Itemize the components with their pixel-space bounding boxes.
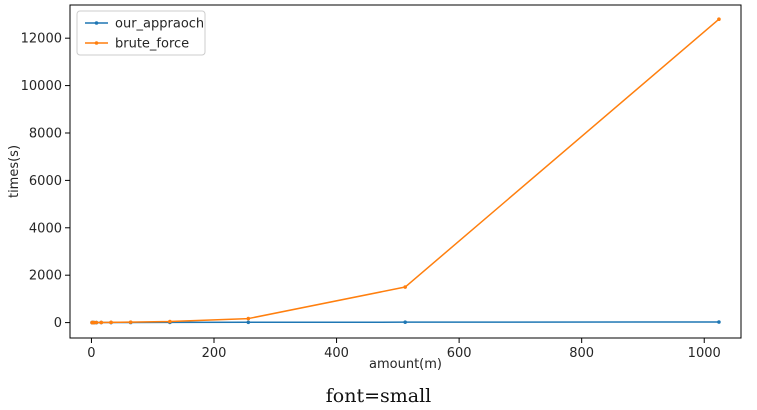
y-tick-label: 4000 [29, 221, 62, 236]
x-tick-label: 0 [87, 346, 95, 361]
legend-marker-our-appraoch [94, 21, 99, 25]
x-tick-label: 400 [324, 346, 349, 361]
data-point-brute-force [403, 285, 407, 289]
line-chart: 0 200 400 600 800 100002000400060008000100001… [7, 4, 742, 370]
data-point-brute-force [717, 17, 721, 22]
legend-box [76, 10, 206, 56]
legend: our_appraoch brute_force [76, 10, 206, 56]
x-tick-label: 200 [202, 346, 227, 361]
x-axis-label: amount(m) [369, 357, 442, 370]
data-point-brute-force [246, 316, 251, 321]
y-tick-label: 10000 [21, 79, 62, 94]
legend-label-our-appraoch: our_appraoch [115, 17, 204, 32]
x-tick-label: 600 [447, 346, 472, 361]
y-tick-label: 6000 [29, 174, 62, 189]
axis-layer: 0 200 400 600 800 100002000400060008000100001… [21, 32, 721, 361]
data-point-brute-force [128, 320, 133, 324]
data-point-brute-force [168, 319, 172, 324]
x-tick-label: 1000 [688, 346, 721, 361]
y-tick-label: 12000 [21, 32, 62, 47]
x-tick-label: 800 [569, 346, 594, 361]
data-point-our-appraoch [403, 320, 407, 324]
plot-frame [69, 4, 742, 339]
data-point-our-appraoch [717, 320, 721, 324]
series-layer [90, 17, 721, 325]
data-point-brute-force [99, 320, 104, 325]
plot-area [70, 5, 741, 338]
legend-label-brute-force: brute_force [115, 37, 189, 52]
data-point-brute-force [94, 320, 99, 325]
figure-caption: font=small [325, 385, 432, 407]
y-axis-label: times(s) [7, 145, 22, 198]
legend-marker-brute-force [94, 41, 99, 45]
data-point-brute-force [109, 320, 113, 325]
y-tick-label: 0 [54, 316, 62, 331]
data-point-our-appraoch [246, 320, 251, 325]
y-tick-label: 8000 [29, 126, 62, 141]
y-tick-label: 2000 [29, 269, 62, 284]
